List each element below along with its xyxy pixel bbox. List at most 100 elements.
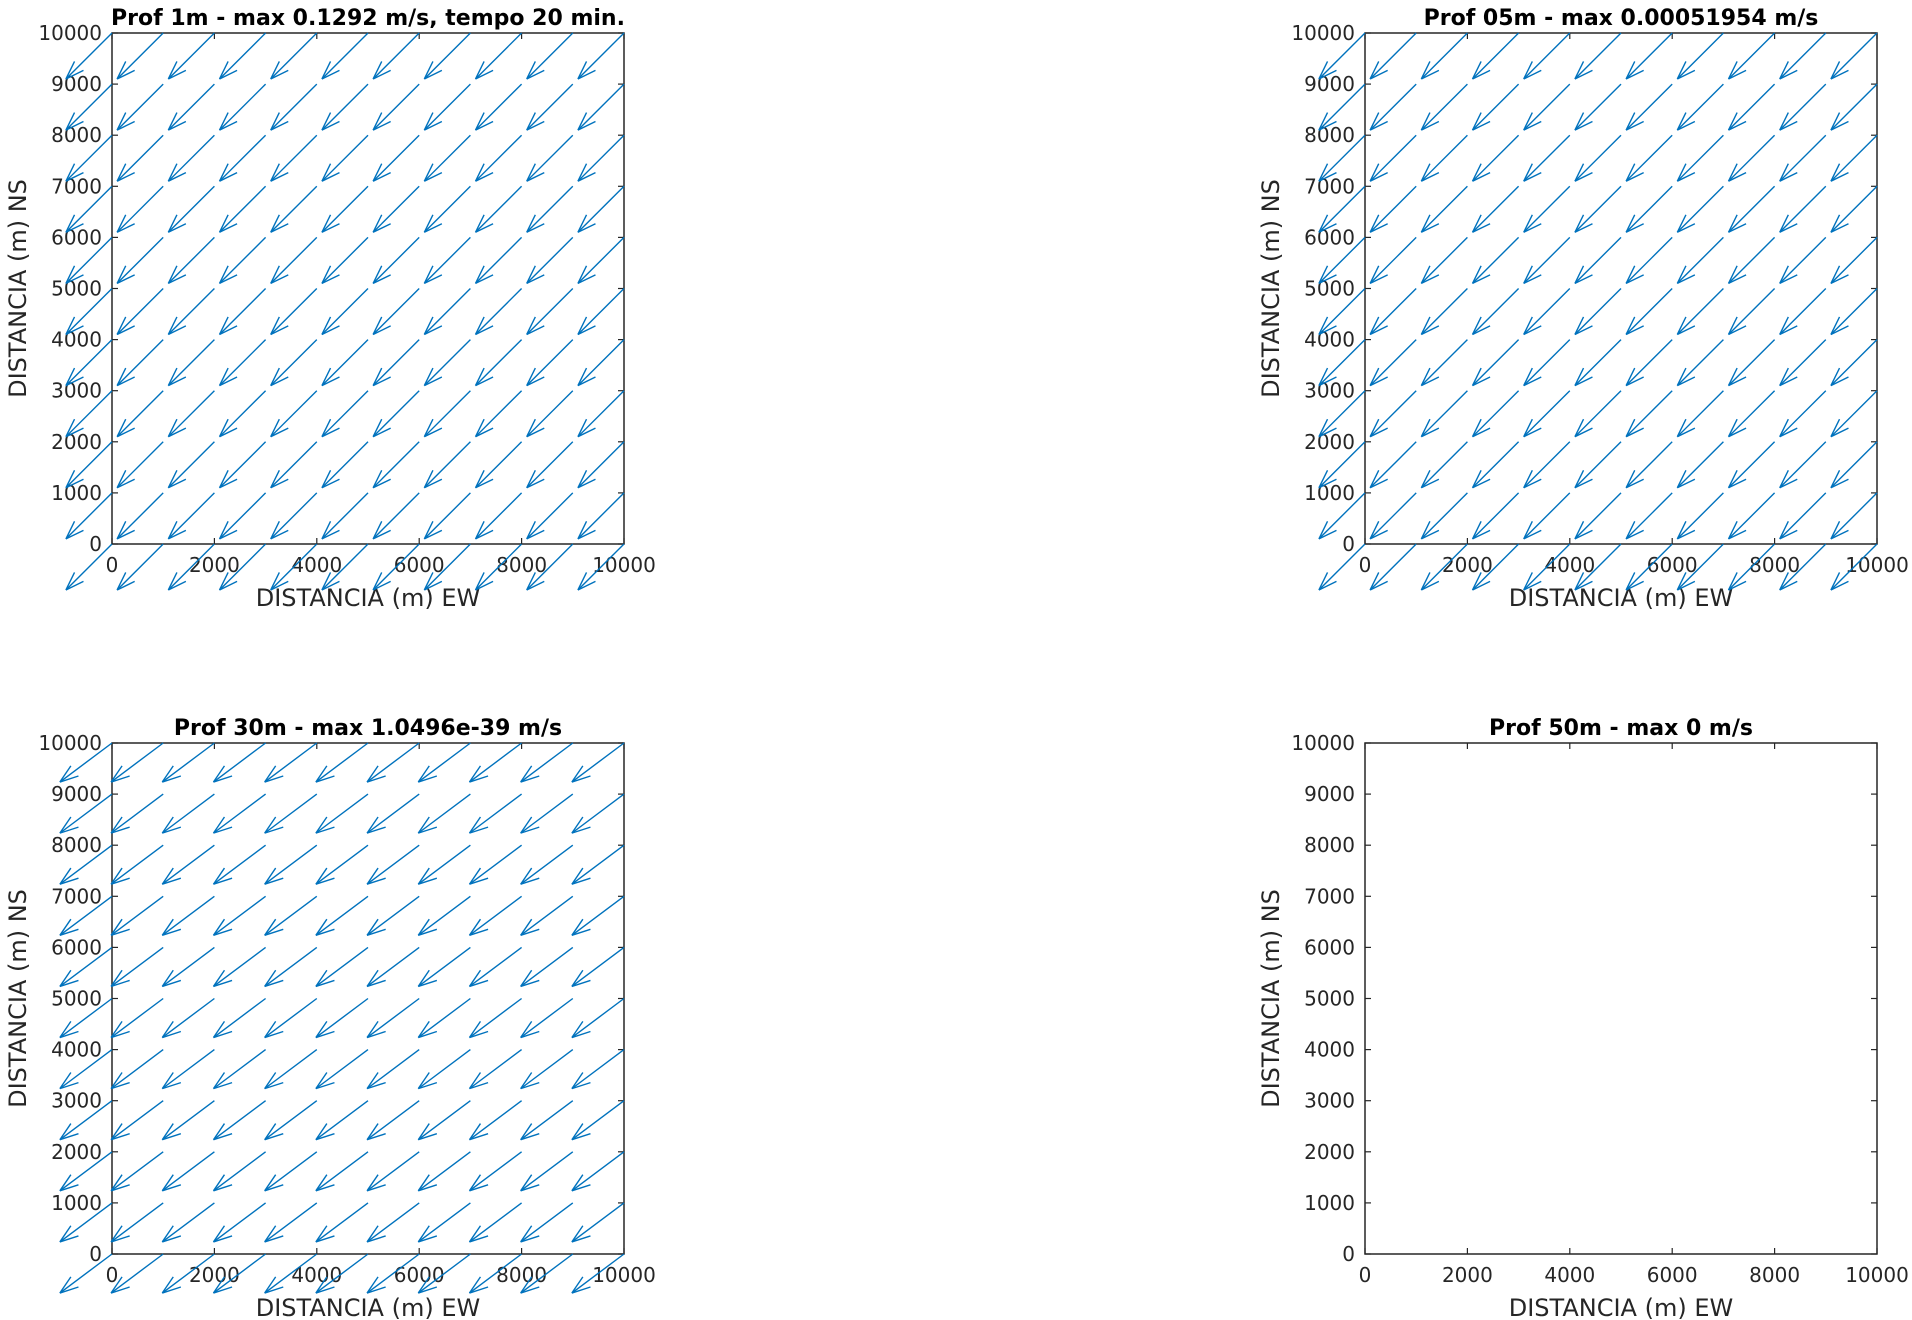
quiver-arrow bbox=[264, 1100, 318, 1141]
quiver-arrow bbox=[520, 793, 574, 834]
quiver-arrow bbox=[65, 32, 113, 80]
plot-area-frame bbox=[1364, 742, 1878, 1255]
quiver-arrow bbox=[110, 742, 164, 783]
quiver-arrow bbox=[1830, 185, 1878, 233]
quiver-arrow bbox=[218, 543, 267, 591]
quiver-arrow bbox=[1727, 236, 1776, 285]
quiver-arrow bbox=[110, 844, 164, 885]
quiver-arrow bbox=[321, 288, 369, 336]
quiver-arrow bbox=[1318, 543, 1366, 591]
quiver-arrow bbox=[372, 339, 420, 387]
x-tick-label: 2000 bbox=[1442, 1263, 1493, 1287]
quiver-arrow bbox=[1574, 236, 1622, 285]
quiver-arrow bbox=[1625, 185, 1673, 233]
y-tick-label: 7000 bbox=[1304, 884, 1355, 908]
quiver-arrow bbox=[116, 288, 164, 336]
quiver-arrow bbox=[116, 185, 164, 233]
x-axis-label: DISTANCIA (m) EW bbox=[256, 584, 480, 612]
quiver-arrow bbox=[264, 1151, 318, 1192]
quiver-arrow bbox=[474, 32, 523, 80]
quiver-arrow bbox=[1779, 288, 1827, 336]
quiver-arrow bbox=[526, 339, 574, 387]
quiver-arrow bbox=[526, 83, 574, 131]
quiver-arrow bbox=[1471, 339, 1520, 387]
y-tick-label: 5000 bbox=[51, 987, 102, 1011]
quiver-arrow bbox=[520, 844, 574, 885]
quiver-arrow bbox=[315, 742, 369, 783]
quiver-arrow bbox=[1420, 339, 1468, 387]
quiver-arrow bbox=[1779, 185, 1827, 233]
quiver-arrow bbox=[1727, 339, 1776, 387]
quiver-arrow bbox=[264, 1049, 318, 1090]
quiver-arrow bbox=[1369, 83, 1417, 131]
y-tick-label: 6000 bbox=[1304, 225, 1355, 249]
quiver-arrow bbox=[161, 844, 215, 885]
x-tick-label: 0 bbox=[1359, 1263, 1372, 1287]
x-tick-label: 0 bbox=[106, 553, 119, 577]
quiver-arrow bbox=[577, 390, 625, 438]
quiver-arrow bbox=[417, 1049, 471, 1090]
quiver-arrow bbox=[65, 492, 113, 540]
quiver-arrow bbox=[577, 492, 625, 540]
quiver-arrow bbox=[526, 185, 574, 233]
quiver-arrow bbox=[59, 742, 113, 783]
y-tick-label: 7000 bbox=[51, 884, 102, 908]
chart-title: Prof 05m - max 0.00051954 m/s bbox=[1424, 6, 1819, 31]
quiver-arrow bbox=[468, 1100, 523, 1141]
quiver-arrow bbox=[1523, 236, 1571, 285]
quiver-arrow bbox=[218, 134, 267, 182]
quiver-arrow bbox=[167, 236, 215, 285]
quiver-arrow bbox=[423, 185, 471, 233]
quiver-arrow bbox=[315, 946, 369, 988]
quiver-arrow bbox=[1523, 185, 1571, 233]
quiver-arrow bbox=[212, 1202, 267, 1243]
quiver-arrow bbox=[1830, 288, 1878, 336]
y-axis-label: DISTANCIA (m) NS bbox=[4, 179, 32, 398]
quiver-arrow bbox=[474, 339, 523, 387]
quiver-arrow bbox=[468, 1253, 523, 1294]
quiver-arrow bbox=[218, 390, 267, 438]
quiver-arrow bbox=[212, 1253, 267, 1294]
quiver-arrow bbox=[1625, 32, 1673, 80]
quiver-arrow bbox=[161, 1049, 215, 1090]
quiver-arrow bbox=[321, 32, 369, 80]
quiver-arrow bbox=[110, 793, 164, 834]
quiver-arrow bbox=[167, 339, 215, 387]
quiver-arrow bbox=[1830, 390, 1878, 438]
quiver-arrow bbox=[1471, 185, 1520, 233]
quiver-arrow bbox=[571, 1253, 625, 1294]
quiver-arrow bbox=[1676, 390, 1724, 438]
quiver-arrow bbox=[468, 1049, 523, 1090]
quiver-arrow bbox=[270, 390, 318, 438]
quiver-arrow bbox=[1830, 32, 1878, 80]
quiver-arrow bbox=[1523, 288, 1571, 336]
y-tick-label: 4000 bbox=[1304, 328, 1355, 352]
quiver-arrow bbox=[1676, 492, 1724, 540]
quiver-arrow bbox=[526, 236, 574, 285]
quiver-arrow bbox=[1830, 236, 1878, 285]
quiver-arrow bbox=[1676, 134, 1724, 182]
y-tick-label: 0 bbox=[1342, 532, 1355, 556]
subplot-grid: 0 2000 4000 6000 8000 10000010002000300040005… bbox=[4, 6, 1909, 1320]
quiver-arrow bbox=[321, 236, 369, 285]
quiver-arrow bbox=[474, 134, 523, 182]
quiver-arrow bbox=[116, 339, 164, 387]
subplot-3: 0 2000 4000 6000 8000 10000010002000300040005… bbox=[4, 716, 656, 1320]
quiver-arrow bbox=[1574, 32, 1622, 80]
quiver-arrow bbox=[1369, 32, 1417, 80]
quiver-arrow bbox=[577, 185, 625, 233]
quiver-arrow bbox=[167, 543, 215, 591]
quiver-arrow bbox=[116, 492, 164, 540]
quiver-arrow bbox=[1318, 492, 1366, 540]
quiver-arrow bbox=[526, 288, 574, 336]
quiver-arrow bbox=[212, 946, 267, 988]
y-tick-label: 8000 bbox=[51, 833, 102, 857]
quiver-arrow bbox=[571, 844, 625, 885]
quiver-arrow bbox=[65, 339, 113, 387]
y-tick-label: 5000 bbox=[1304, 987, 1355, 1011]
quiver-arrow bbox=[161, 793, 215, 834]
quiver-arrow bbox=[321, 339, 369, 387]
quiver-arrow bbox=[270, 236, 318, 285]
quiver-arrow bbox=[1369, 236, 1417, 285]
quiver-arrow bbox=[65, 236, 113, 285]
